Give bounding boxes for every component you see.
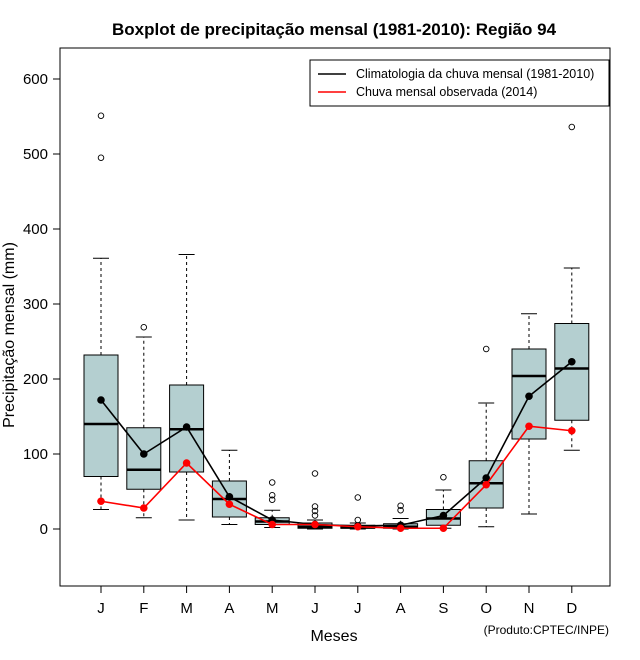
y-axis: 0 100 200 300 400 500 600: [23, 71, 61, 538]
series-point-observada: [568, 426, 576, 435]
outlier-point: [97, 112, 105, 119]
series-point-observada: [482, 480, 491, 489]
y-tick-label: 600: [23, 71, 48, 88]
box-11: [511, 313, 547, 515]
series-point-climatologia: [140, 450, 148, 458]
y-tick-label: 300: [23, 296, 48, 313]
outlier-point: [268, 479, 276, 486]
outlier-point: [440, 474, 447, 481]
series-point-observada: [439, 524, 448, 533]
x-tick-label: N: [524, 600, 535, 617]
series-point-observada: [182, 459, 191, 467]
x-tick-label: M: [266, 600, 279, 617]
y-tick-label: 400: [23, 221, 48, 238]
y-axis-label: Precipitação mensal (mm): [1, 242, 18, 428]
series-point-observada: [354, 522, 362, 531]
y-tick-label: 100: [23, 446, 48, 463]
outlier-point: [568, 123, 576, 131]
outlier-point: [354, 494, 362, 501]
x-tick-label: J: [311, 600, 319, 617]
outlier-point: [311, 507, 319, 515]
x-axis-label: Meses: [310, 628, 357, 645]
legend-box: [309, 59, 610, 107]
outlier-point: [97, 154, 105, 161]
series-point-observada: [268, 520, 277, 529]
series-point-observada: [225, 500, 234, 509]
box-iqr: [83, 354, 119, 477]
outlier-point: [268, 496, 276, 504]
legend-label-observada: Chuva mensal observada (2014): [356, 85, 537, 99]
outlier-point: [268, 492, 276, 499]
x-tick-label: O: [480, 600, 492, 617]
y-tick-label: 200: [23, 371, 48, 388]
series-point-observada: [140, 504, 148, 512]
outlier-point: [482, 345, 490, 353]
series-point-climatologia: [225, 492, 234, 501]
legend: Climatologia da chuva mensal (1981-2010)…: [309, 59, 610, 107]
box-4: [211, 449, 247, 525]
box-1: [83, 112, 119, 510]
x-tick-label: J: [97, 600, 105, 617]
credit-text: (Produto:CPTEC/INPE): [484, 623, 609, 637]
box-2: [126, 324, 162, 519]
series-point-climatologia: [525, 392, 533, 401]
outlier-point: [397, 507, 404, 514]
legend-label-climatologia: Climatologia da chuva mensal (1981-2010): [356, 67, 594, 81]
box-12: [554, 123, 590, 451]
series-point-climatologia: [439, 511, 448, 520]
series-point-observada: [311, 520, 319, 529]
series-point-observada: [97, 497, 105, 506]
outlier-point: [397, 502, 404, 510]
box-9: [425, 474, 461, 529]
series-point-observada: [396, 524, 405, 533]
x-tick-label: A: [396, 600, 406, 617]
box-3: [169, 254, 205, 521]
series-layer: [97, 357, 576, 533]
chart-title: Boxplot de precipitação mensal (1981-201…: [112, 20, 557, 39]
series-point-climatologia: [97, 396, 105, 404]
series-point-climatologia: [482, 474, 491, 482]
x-tick-label: F: [139, 600, 148, 617]
outlier-point: [354, 516, 362, 524]
box-6: [297, 470, 333, 530]
x-tick-label: J: [354, 600, 362, 617]
y-tick-label: 500: [23, 146, 48, 163]
outlier-point: [140, 324, 148, 331]
y-tick-label: 0: [40, 521, 48, 538]
box-iqr: [126, 427, 162, 490]
x-tick-label: D: [566, 600, 577, 617]
x-tick-label: M: [180, 600, 193, 617]
series-point-climatologia: [568, 357, 576, 366]
box-10: [468, 345, 504, 528]
boxes-layer: [83, 112, 590, 530]
series-point-observada: [525, 422, 533, 431]
outlier-point: [311, 512, 319, 519]
x-tick-label: A: [224, 600, 234, 617]
outlier-point: [311, 470, 319, 477]
series-line-observada: [100, 425, 572, 530]
outlier-point: [311, 503, 319, 510]
x-tick-label: S: [438, 600, 448, 617]
series-point-climatologia: [182, 423, 191, 431]
